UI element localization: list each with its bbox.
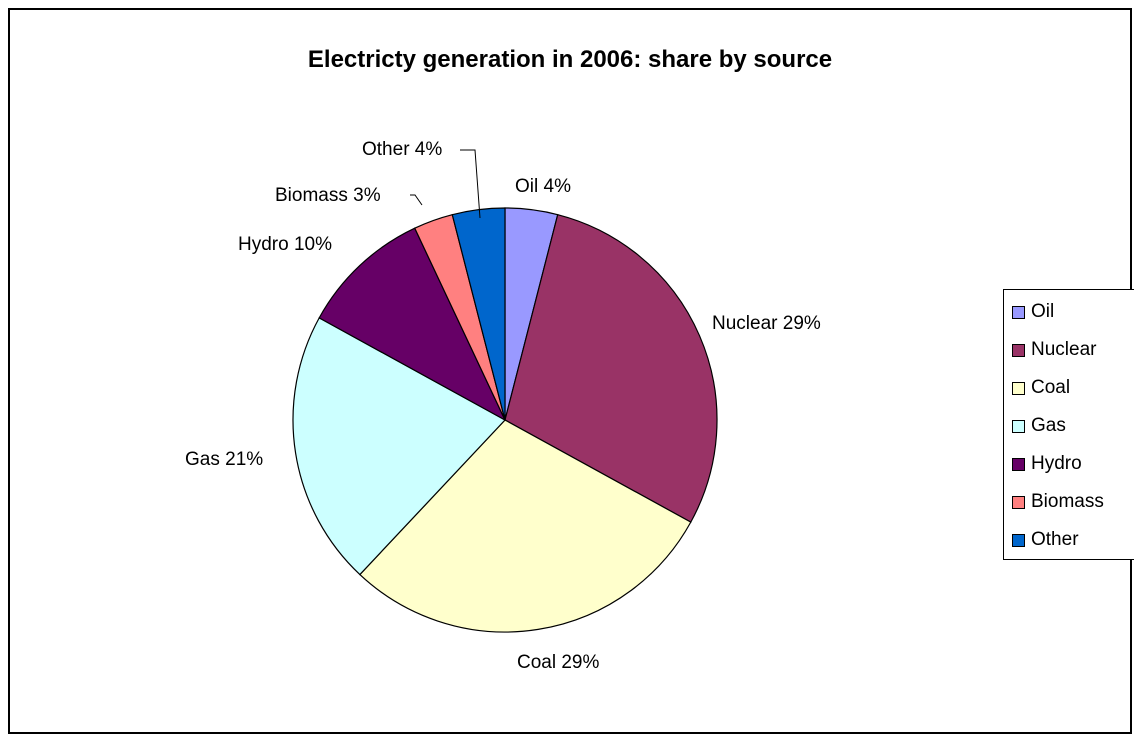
data-label-biomass: Biomass 3% [275,185,381,206]
legend-item-other: Other [1004,521,1134,559]
legend-item-oil: Oil [1004,293,1134,331]
legend-item-hydro: Hydro [1004,445,1134,483]
chart-area: Electricty generation in 2006: share by … [8,8,1134,734]
legend-swatch-coal [1012,381,1025,395]
legend-label-coal: Coal [1031,377,1071,398]
legend-item-gas: Gas [1004,407,1134,445]
legend-item-biomass: Biomass [1004,483,1134,521]
data-label-oil: Oil 4% [515,176,571,197]
legend-label-other: Other [1031,529,1079,550]
legend-label-nuclear: Nuclear [1031,339,1097,360]
data-label-hydro: Hydro 10% [238,234,332,255]
data-label-nuclear: Nuclear 29% [712,313,821,334]
legend-swatch-other [1012,533,1025,547]
legend: Oil Nuclear Coal Gas Hydro Biomass Other [1003,289,1134,560]
data-label-gas: Gas 21% [185,449,263,470]
legend-swatch-hydro [1012,457,1025,471]
legend-swatch-gas [1012,419,1025,433]
data-label-other: Other 4% [362,139,442,160]
pie-slice-gas [292,317,506,576]
legend-swatch-biomass [1012,495,1025,509]
leader-line-other [460,149,481,219]
legend-label-hydro: Hydro [1031,453,1082,474]
pie-slice-nuclear [504,213,718,523]
leader-line-biomass [410,194,423,206]
chart-title: Electricty generation in 2006: share by … [307,46,833,73]
pie-slice-coal [359,419,692,633]
legend-label-gas: Gas [1031,415,1066,436]
legend-label-oil: Oil [1031,301,1055,322]
legend-item-nuclear: Nuclear [1004,331,1134,369]
legend-item-coal: Coal [1004,369,1134,407]
legend-swatch-oil [1012,305,1025,319]
pie-slice-hydro [318,227,507,422]
pie-chart: Oil 4% Nuclear 29% Coal 29% Gas 21% Hydro 10… [185,139,821,673]
data-label-coal: Coal 29% [517,652,599,673]
legend-swatch-nuclear [1012,343,1025,357]
legend-label-biomass: Biomass [1031,491,1104,512]
pie-slice-other [451,207,506,421]
